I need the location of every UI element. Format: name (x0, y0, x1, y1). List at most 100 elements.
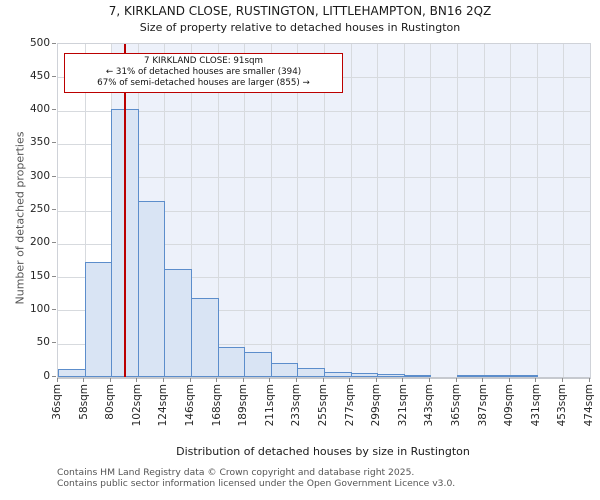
y-tick-label: 350 (29, 136, 50, 149)
x-tick-mark (588, 378, 590, 382)
x-tick-label: 343sqm (423, 384, 436, 427)
x-tick-mark (561, 378, 563, 382)
property-size-marker-line (124, 44, 126, 377)
gridline-vertical (217, 44, 219, 377)
x-tick-label: 409sqm (503, 384, 516, 427)
x-tick-mark (508, 378, 510, 382)
gridline-vertical (297, 44, 299, 377)
y-tick-label: 150 (29, 269, 50, 282)
x-tick-mark (216, 378, 218, 382)
gridline-vertical (84, 44, 86, 377)
y-tick-mark (52, 209, 56, 210)
x-tick-label: 233sqm (290, 384, 303, 427)
gridline-vertical (483, 44, 485, 377)
chart-subtitle: Size of property relative to detached ho… (139, 21, 461, 34)
histogram-bar (510, 375, 538, 377)
y-tick-mark (52, 75, 56, 77)
x-tick-label: 58sqm (77, 384, 90, 420)
gridline-vertical (403, 44, 405, 377)
histogram-bar (403, 375, 432, 377)
annotation-line3: 67% of semi-detached houses are larger (… (97, 78, 310, 88)
x-tick-mark (375, 378, 377, 382)
x-tick-mark (295, 378, 297, 382)
gridline-vertical (563, 44, 565, 377)
y-tick-mark (52, 375, 56, 377)
x-tick-mark (189, 378, 191, 382)
histogram-bar (84, 262, 113, 377)
footer-line1: Contains HM Land Registry data © Crown c… (57, 467, 415, 478)
x-tick-label: 321sqm (396, 384, 409, 427)
y-tick-label: 200 (29, 236, 50, 249)
histogram-bar (457, 375, 485, 377)
x-tick-mark (242, 378, 244, 382)
x-tick-mark (136, 378, 138, 382)
x-tick-label: 474sqm (583, 384, 595, 427)
histogram-bar (377, 374, 405, 377)
footer: Contains HM Land Registry data © Crown c… (57, 467, 456, 489)
gridline-vertical (270, 44, 272, 377)
histogram-bar (244, 352, 272, 377)
x-tick-label: 255sqm (317, 384, 329, 427)
y-tick-mark (52, 175, 56, 177)
y-tick-mark (52, 109, 56, 111)
histogram-bar (270, 363, 299, 377)
y-tick-label: 450 (29, 69, 50, 82)
gridline-vertical (324, 44, 325, 377)
x-tick-label: 80sqm (104, 384, 117, 420)
histogram-bar (164, 269, 192, 377)
x-axis-label: Distribution of detached houses by size … (176, 445, 470, 458)
y-tick-label: 0 (43, 369, 50, 382)
x-tick-label: 168sqm (210, 384, 223, 427)
x-tick-label: 387sqm (476, 384, 489, 427)
y-tick-mark (52, 242, 56, 244)
x-tick-label: 365sqm (450, 384, 462, 427)
histogram-bar (137, 201, 166, 377)
y-tick-label: 100 (29, 302, 50, 315)
x-tick-mark (269, 378, 271, 382)
x-tick-mark (428, 378, 430, 382)
gridline-vertical (430, 44, 432, 377)
footer-line2: Contains public sector information licen… (57, 477, 456, 489)
x-tick-mark (535, 378, 537, 382)
histogram-bar (324, 372, 352, 377)
x-tick-mark (402, 378, 404, 382)
y-tick-mark (52, 342, 56, 344)
histogram-bar (483, 375, 512, 377)
gridline-vertical (244, 44, 246, 377)
y-tick-mark (52, 308, 56, 310)
x-tick-mark (83, 378, 85, 382)
x-tick-label: 453sqm (556, 384, 569, 427)
chart-title: 7, KIRKLAND CLOSE, RUSTINGTON, LITTLEHAM… (108, 4, 492, 18)
y-tick-mark (52, 142, 56, 144)
x-tick-mark (109, 378, 111, 382)
gridline-vertical (536, 44, 538, 377)
y-axis-label: Number of detached properties (13, 131, 27, 305)
plot-area: 7 KIRKLAND CLOSE: 91sqm ← 31% of detache… (57, 43, 591, 379)
gridline-vertical (457, 44, 458, 377)
x-tick-label: 189sqm (237, 384, 250, 427)
histogram-bar (217, 347, 246, 377)
histogram-bar (297, 368, 325, 377)
annotation-line1: 7 KIRKLAND CLOSE: 91sqm (144, 56, 263, 66)
y-tick-label: 250 (29, 203, 50, 215)
gridline-vertical (350, 44, 352, 377)
x-tick-mark (322, 378, 324, 382)
x-tick-label: 277sqm (343, 384, 356, 427)
x-tick-label: 431sqm (529, 384, 542, 427)
annotation-line2: ← 31% of detached houses are smaller (39… (105, 67, 302, 77)
x-tick-mark (455, 378, 457, 382)
x-tick-mark (349, 378, 351, 382)
x-tick-label: 146sqm (184, 384, 196, 427)
x-tick-label: 102sqm (130, 384, 143, 427)
x-tick-label: 124sqm (157, 384, 170, 427)
gridline-vertical (191, 44, 192, 377)
x-tick-label: 299sqm (370, 384, 383, 427)
y-tick-label: 500 (29, 36, 50, 49)
histogram-bar (58, 369, 86, 377)
x-tick-mark (482, 378, 484, 382)
gridline-vertical (377, 44, 379, 377)
gridline-vertical (510, 44, 512, 377)
y-tick-mark (52, 275, 56, 277)
x-tick-label: 211sqm (263, 384, 276, 427)
